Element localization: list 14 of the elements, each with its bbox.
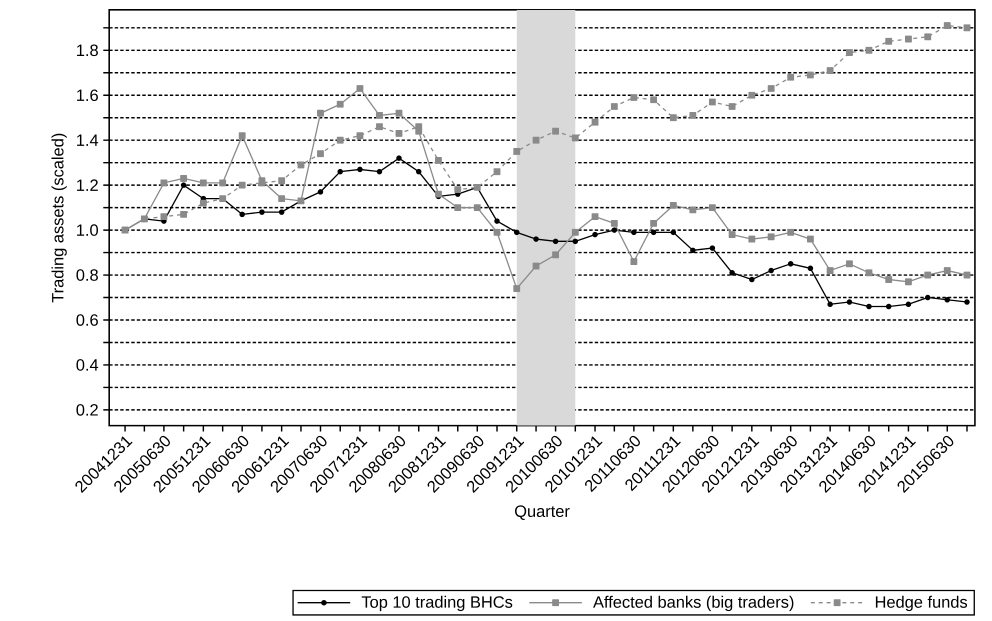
legend-label: Affected banks (big traders) xyxy=(593,596,794,612)
y-tick-label: 0.2 xyxy=(76,404,98,416)
legend-label: Top 10 trading BHCs xyxy=(362,596,512,612)
y-tick-label: 1.4 xyxy=(77,134,98,146)
y-tick-label: 0.6 xyxy=(76,314,98,326)
y-tick-label: 1.0 xyxy=(77,224,98,236)
y-tick-label: 1.6 xyxy=(77,90,98,102)
x-axis-title: Quarter xyxy=(515,506,570,520)
y-axis-title: Trading assets (scaled) xyxy=(51,134,67,303)
y-tick-label: 0.8 xyxy=(76,269,98,282)
legend-label: Hedge funds xyxy=(876,596,968,612)
y-tick-label: 0.4 xyxy=(76,359,98,371)
y-tick-label: 1.2 xyxy=(77,180,98,192)
y-tick-label: 1.8 xyxy=(77,44,98,56)
